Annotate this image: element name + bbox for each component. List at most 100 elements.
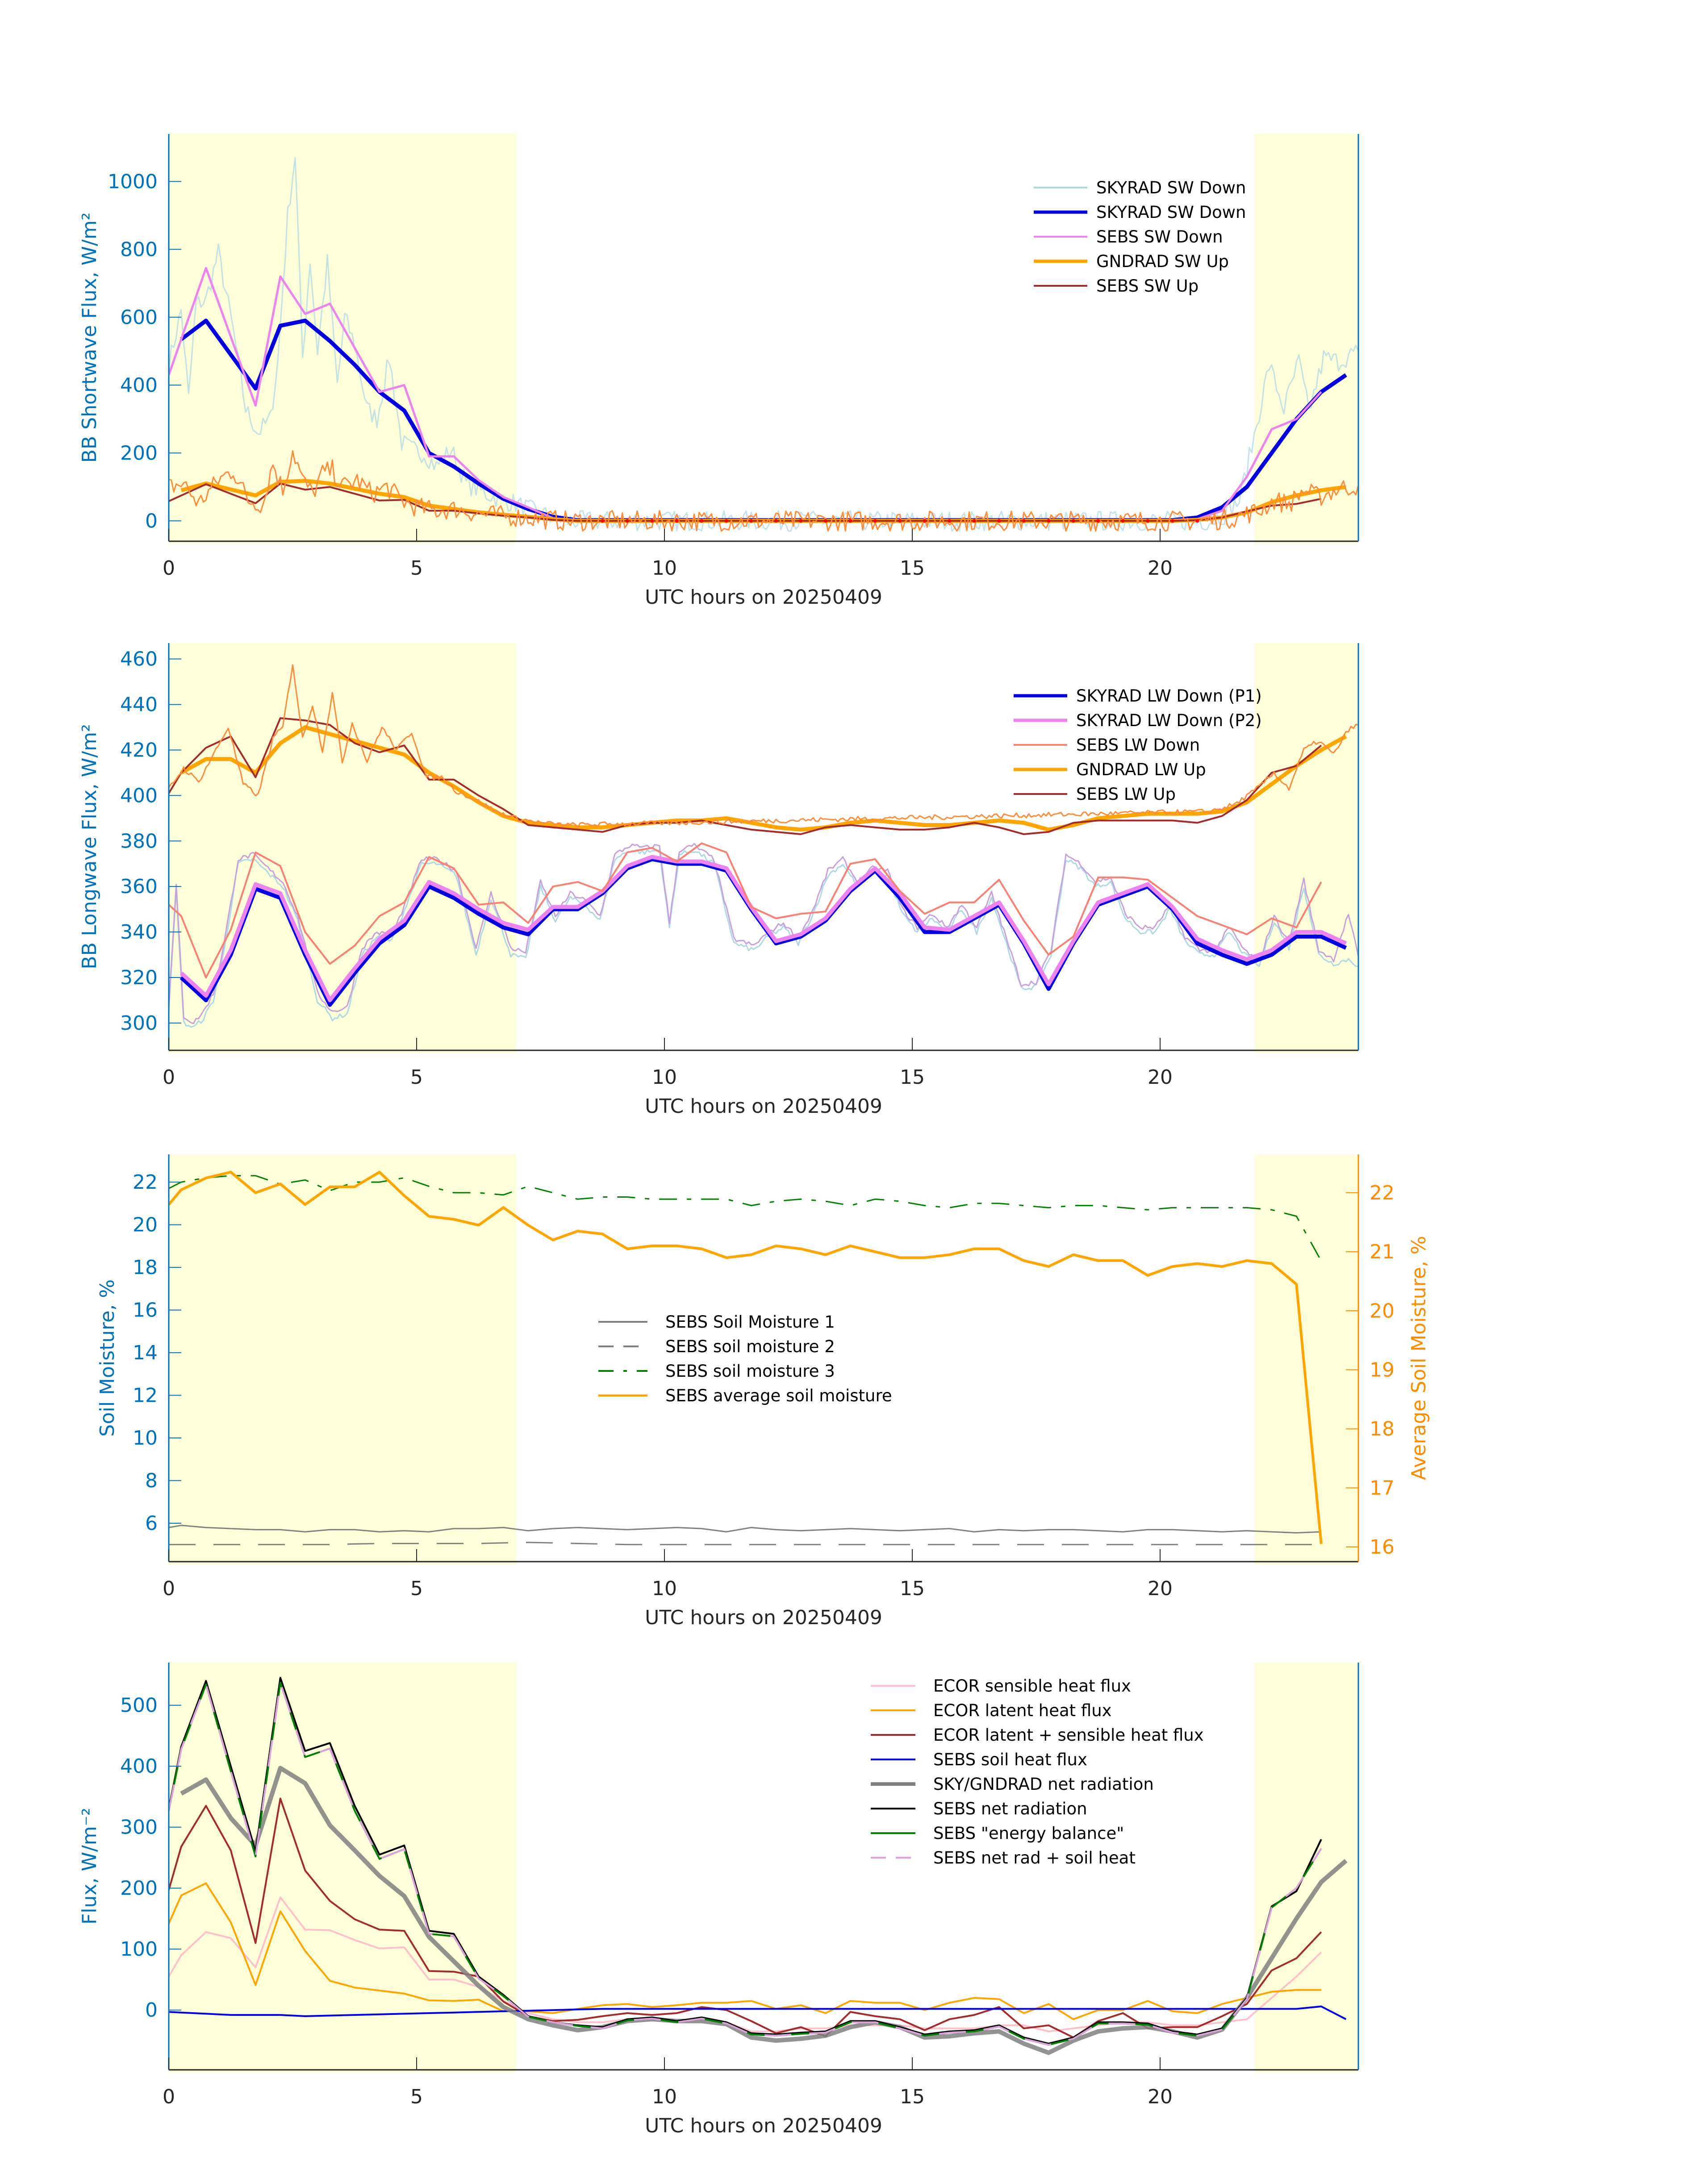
legend-label: SEBS SW Down xyxy=(1096,227,1223,247)
y-right-tick-label: 17 xyxy=(1370,1477,1395,1500)
x-tick-label: 15 xyxy=(900,1066,925,1089)
legend-label: ECOR latent heat flux xyxy=(933,1701,1112,1720)
data-marker xyxy=(650,519,654,523)
y-tick-label: 12 xyxy=(133,1384,158,1407)
data-marker xyxy=(923,519,927,523)
x-tick-label: 15 xyxy=(900,557,925,580)
y-tick-label: 360 xyxy=(120,875,158,898)
data-marker xyxy=(1047,519,1051,523)
x-tick-label: 0 xyxy=(163,1066,175,1089)
legend-label: SEBS soil moisture 3 xyxy=(665,1362,835,1381)
data-marker xyxy=(997,519,1001,523)
legend-label: SKYRAD LW Down (P1) xyxy=(1076,686,1262,706)
series-line-2 xyxy=(169,267,1322,522)
legend-label: SKYRAD LW Down (P2) xyxy=(1076,711,1262,730)
data-marker xyxy=(724,519,728,523)
y-right-tick-label: 19 xyxy=(1370,1358,1395,1381)
night-shade xyxy=(1254,643,1358,1053)
legend-label: SEBS soil heat flux xyxy=(933,1750,1087,1769)
series-line-0 xyxy=(169,1525,1321,1534)
night-shade xyxy=(1254,1663,1358,2073)
x-tick-label: 20 xyxy=(1148,1577,1173,1600)
data-marker xyxy=(848,519,852,523)
night-shade xyxy=(169,1663,516,2073)
x-axis-title: UTC hours on 20250409 xyxy=(645,1095,882,1118)
y-tick-label: 18 xyxy=(133,1256,158,1279)
legend-label: SEBS soil moisture 2 xyxy=(665,1337,835,1356)
x-tick-label: 5 xyxy=(410,557,423,580)
data-marker xyxy=(601,519,605,523)
data-marker xyxy=(1195,519,1199,523)
y-right-axis-title: Average Soil Moisture, % xyxy=(1407,1236,1430,1480)
legend: SEBS Soil Moisture 1 SEBS soil moisture 2… xyxy=(598,1312,892,1405)
y-tick-label: 500 xyxy=(120,1694,158,1717)
x-tick-label: 10 xyxy=(652,1577,677,1600)
y-right-tick-label: 20 xyxy=(1370,1300,1395,1322)
y-tick-label: 100 xyxy=(120,1938,158,1961)
data-marker xyxy=(700,519,704,523)
data-marker xyxy=(873,519,877,523)
legend-label: SEBS average soil moisture xyxy=(665,1386,892,1405)
legend: SKYRAD LW Down (P1) SKYRAD LW Down (P2) SE… xyxy=(1014,686,1262,804)
x-axis-title: UTC hours on 20250409 xyxy=(645,2114,882,2137)
y-tick-label: 460 xyxy=(120,648,158,671)
y-tick-label: 400 xyxy=(120,374,158,397)
series-line-2 xyxy=(169,1175,1322,1262)
y-tick-label: 380 xyxy=(120,830,158,852)
x-tick-label: 10 xyxy=(652,1066,677,1089)
series-line-6 xyxy=(169,717,1322,835)
x-tick-label: 20 xyxy=(1148,2085,1173,2108)
data-marker xyxy=(1146,519,1150,523)
series-line-4 xyxy=(169,482,1322,522)
chart-soil: 0 5 10 15 20 UTC hours on 20250409 6 8 10 12 14 16 1… xyxy=(96,1154,1430,1629)
y-tick-label: 0 xyxy=(145,510,158,532)
legend-label: GNDRAD SW Up xyxy=(1096,252,1229,271)
series-line-0 xyxy=(169,849,1358,1028)
series-group xyxy=(169,664,1358,1028)
y-tick-label: 300 xyxy=(120,1816,158,1839)
x-tick-label: 20 xyxy=(1148,557,1173,580)
x-tick-label: 0 xyxy=(163,1577,175,1600)
series-line-3 xyxy=(169,1170,1323,1544)
legend: SKYRAD SW Down SKYRAD SW Down SEBS SW Down… xyxy=(1034,178,1246,296)
data-marker xyxy=(898,519,902,523)
y-tick-label: 16 xyxy=(133,1299,158,1322)
y-tick-label: 22 xyxy=(133,1171,158,1194)
series-line-2 xyxy=(169,1797,1322,2039)
x-tick-label: 15 xyxy=(900,1577,925,1600)
y-right-tick-label: 18 xyxy=(1370,1418,1395,1441)
data-marker xyxy=(749,519,753,523)
y-tick-label: 320 xyxy=(120,966,158,989)
night-shade xyxy=(1254,134,1358,544)
y-axis-title: Flux, W/m⁻² xyxy=(78,1808,101,1925)
y-right-tick-label: 16 xyxy=(1370,1536,1395,1559)
series-line-5 xyxy=(169,450,1358,532)
y-axis-title: BB Shortwave Flux, W/m² xyxy=(78,213,101,463)
chart-flux: 0 5 10 15 20 UTC hours on 20250409 0 100 200 300 4… xyxy=(78,1663,1359,2137)
y-tick-label: 0 xyxy=(145,1999,158,2022)
y-tick-label: 1000 xyxy=(108,170,158,193)
series-line-7 xyxy=(169,1682,1322,2046)
legend-label: SEBS Soil Moisture 1 xyxy=(665,1312,835,1332)
series-group xyxy=(169,157,1358,532)
y-tick-label: 200 xyxy=(120,1877,158,1900)
series-line-3 xyxy=(180,855,1347,1003)
series-line-4 xyxy=(169,842,1322,978)
y-tick-label: 400 xyxy=(120,784,158,807)
night-shade xyxy=(169,1154,516,1564)
x-tick-label: 0 xyxy=(163,2085,175,2108)
data-marker xyxy=(1022,519,1026,523)
y-tick-label: 8 xyxy=(145,1470,158,1492)
data-marker xyxy=(625,519,629,523)
series-line-5 xyxy=(169,1677,1322,2045)
legend-label: SEBS LW Down xyxy=(1076,735,1200,755)
y-tick-label: 420 xyxy=(120,739,158,761)
data-marker xyxy=(675,519,679,523)
data-marker xyxy=(948,519,952,523)
data-marker xyxy=(1121,519,1125,523)
night-shade xyxy=(1254,1154,1358,1564)
x-tick-label: 10 xyxy=(652,557,677,580)
data-marker xyxy=(799,519,803,523)
chart-sw: 0 5 10 15 20 UTC hours on 20250409 0 200 400 600 8… xyxy=(78,134,1359,609)
